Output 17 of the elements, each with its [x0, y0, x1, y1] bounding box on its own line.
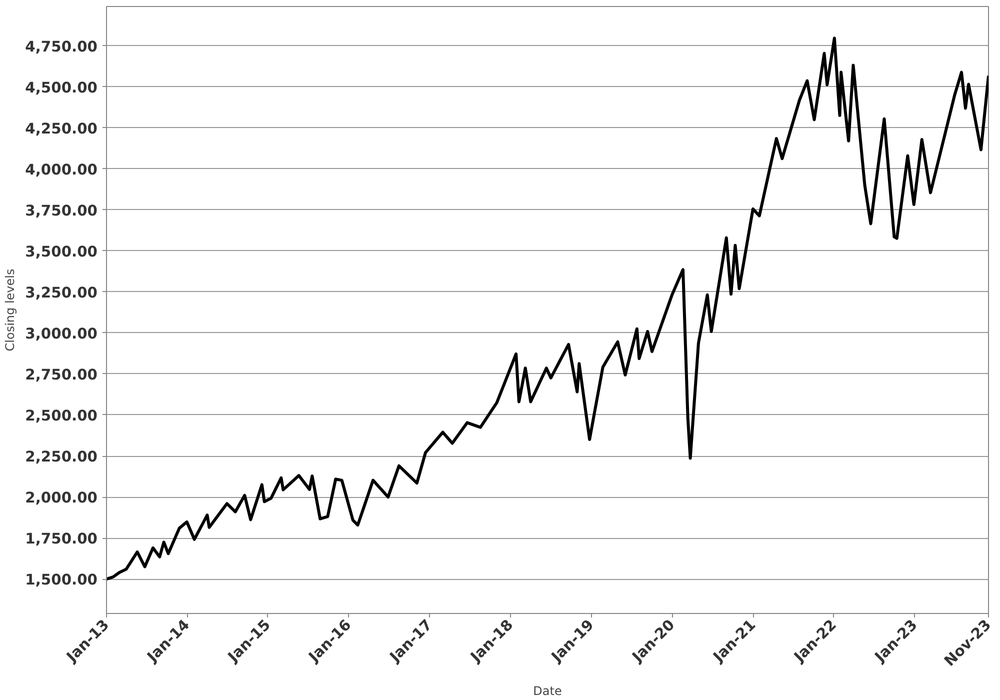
y-tick-label: 4,250.00: [25, 120, 98, 138]
y-tick-label: 4,500.00: [25, 79, 98, 96]
y-tick-label: 4,750.00: [25, 38, 98, 56]
x-axis-title: Date: [533, 684, 562, 698]
y-tick-label: 3,250.00: [25, 284, 98, 302]
y-tick-label: 3,750.00: [25, 202, 98, 220]
y-tick-label: 1,750.00: [25, 530, 98, 548]
y-tick-label: 2,750.00: [25, 366, 98, 384]
y-axis-title: Closing levels: [3, 268, 18, 352]
y-tick-label: 1,500.00: [25, 572, 98, 589]
y-tick-label: 2,250.00: [25, 448, 98, 466]
y-tick-label: 3,500.00: [25, 243, 98, 260]
y-tick-label: 4,000.00: [25, 161, 98, 178]
y-tick-label: 2,500.00: [25, 407, 98, 424]
y-tick-label: 2,000.00: [25, 490, 98, 507]
line-series: [106, 36, 988, 581]
y-tick-label: 3,000.00: [25, 325, 98, 342]
